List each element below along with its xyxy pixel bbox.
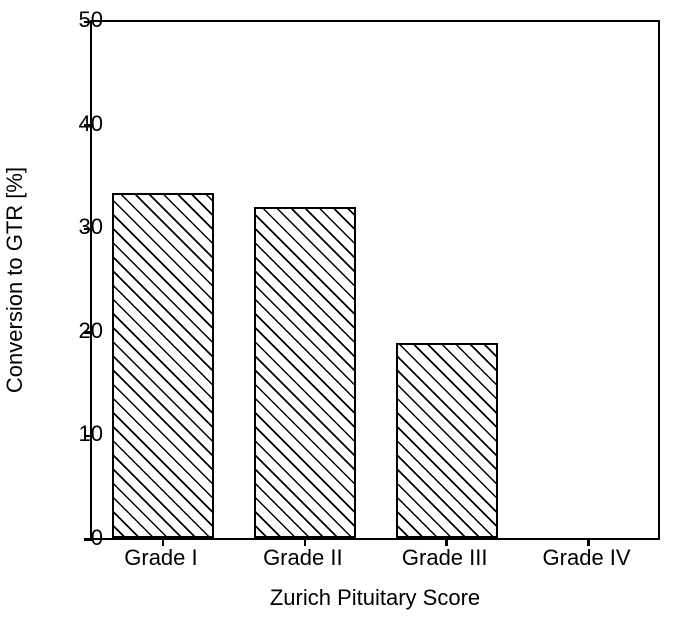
y-axis-label: Conversion to GTR [%] <box>0 0 30 560</box>
bar <box>396 343 498 538</box>
x-tick-label: Grade III <box>402 545 488 571</box>
y-tick-label: 20 <box>53 318 103 344</box>
x-tick-label: Grade II <box>263 545 342 571</box>
y-tick-label: 30 <box>53 214 103 240</box>
x-tick-label: Grade I <box>124 545 197 571</box>
y-tick-label: 40 <box>53 111 103 137</box>
plot-area <box>90 20 660 540</box>
bar-hatch <box>396 343 498 538</box>
bar-chart: Conversion to GTR [%] Zurich Pituitary S… <box>0 0 685 619</box>
y-axis-label-text: Conversion to GTR [%] <box>2 167 28 393</box>
bar <box>112 193 214 538</box>
y-tick-label: 10 <box>53 421 103 447</box>
bar-hatch <box>254 207 356 538</box>
x-axis-label: Zurich Pituitary Score <box>90 585 660 611</box>
x-tick-label: Grade IV <box>543 545 631 571</box>
bar-hatch <box>112 193 214 538</box>
bar <box>254 207 356 538</box>
y-tick-label: 0 <box>53 525 103 551</box>
y-tick-label: 50 <box>53 7 103 33</box>
